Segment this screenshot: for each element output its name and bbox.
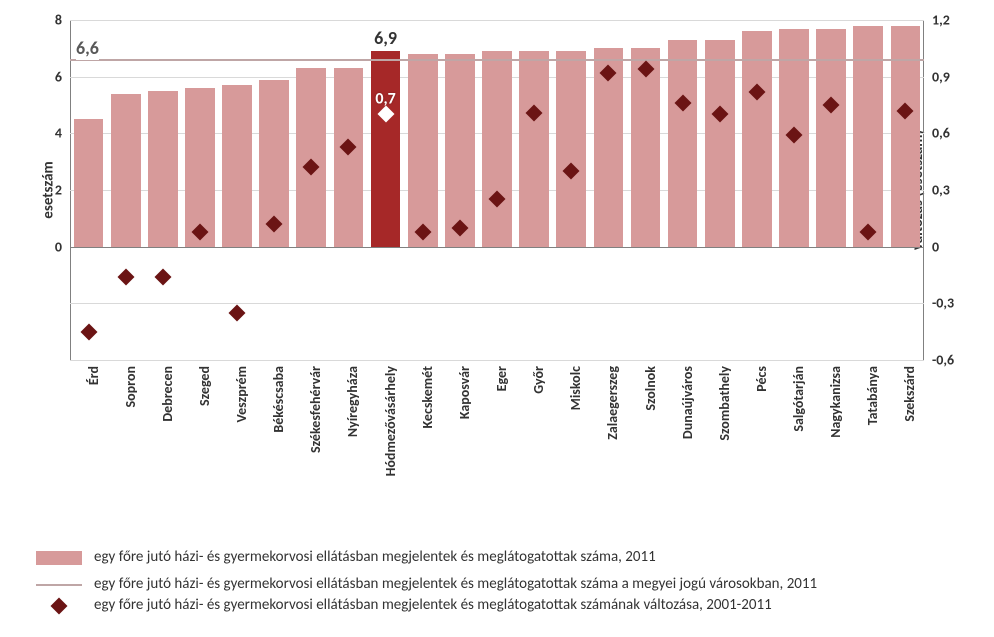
category-label: Győr <box>530 338 547 366</box>
category-label: Kaposvár <box>456 313 473 366</box>
category-label: Dunaújváros <box>679 293 696 366</box>
category-label: Sopron <box>122 324 139 366</box>
legend-item-line: egy főre jutó házi- és gyermekorvosi ell… <box>36 575 958 594</box>
bar-slot <box>181 20 218 360</box>
bar <box>705 40 735 247</box>
bar <box>742 31 772 246</box>
bar <box>556 51 586 247</box>
legend-text-bars: egy főre jutó házi- és gyermekorvosi ell… <box>94 548 958 567</box>
bar <box>222 85 252 247</box>
bar <box>296 68 326 247</box>
bar <box>74 119 104 247</box>
category-label: Szekszárd <box>901 310 918 366</box>
category-label: Szolnok <box>642 321 659 366</box>
legend-swatch-line <box>36 584 82 586</box>
reference-line-label: 6,6 <box>76 37 99 60</box>
left-axis-tick: 2 <box>55 182 70 199</box>
bar-slot <box>107 20 144 360</box>
chart-container: esetszám változás (esetszám) -0,6-0,300,… <box>0 20 994 614</box>
bar-slot <box>738 20 775 360</box>
category-label: Szeged <box>196 326 213 366</box>
bar <box>482 51 512 247</box>
right-axis-tick: 0 <box>924 238 939 255</box>
category-label: Miskolc <box>567 322 584 366</box>
right-axis-tick: -0,6 <box>924 352 954 369</box>
category-axis: ÉrdSopronDebrecenSzegedVeszprémBékéscsab… <box>70 360 924 530</box>
category-label: Nyíregyháza <box>344 295 361 366</box>
left-axis-tick: 4 <box>55 125 70 142</box>
bar <box>631 48 661 246</box>
category-label: Érd <box>85 347 102 366</box>
legend-item-diamond: egy főre jutó házi- és gyermekorvosi ell… <box>36 596 958 615</box>
category-label: Zalaegerszeg <box>604 292 621 366</box>
left-axis-tick: 8 <box>55 12 70 29</box>
category-label: Békéscsaba <box>270 299 287 366</box>
bar <box>816 29 846 247</box>
right-axis-tick: 0,3 <box>924 182 950 199</box>
bar-slot <box>144 20 181 360</box>
bar-slot <box>553 20 590 360</box>
bar-value-label: 6,9 <box>374 27 397 49</box>
category-label: Hódmezővásárhely <box>382 256 399 366</box>
category-label: Szombathely <box>716 291 733 366</box>
legend-item-bars: egy főre jutó házi- és gyermekorvosi ell… <box>36 548 958 567</box>
category-label: Pécs <box>753 340 770 366</box>
right-axis-tick: 0,6 <box>924 125 950 142</box>
legend-text-line: egy főre jutó házi- és gyermekorvosi ell… <box>94 575 958 594</box>
left-axis-tick: 0 <box>55 238 70 255</box>
left-axis-tick: 6 <box>55 68 70 85</box>
bar-slot <box>70 20 107 360</box>
right-axis-tick: -0,3 <box>924 295 954 312</box>
bar-highlight <box>371 51 401 247</box>
bar <box>408 54 438 247</box>
bar <box>111 94 141 247</box>
reference-line <box>70 59 924 61</box>
bar <box>148 91 178 247</box>
bar <box>668 40 698 247</box>
bar <box>519 51 549 247</box>
right-axis-tick: 1,2 <box>924 12 950 29</box>
right-axis-tick: 0,9 <box>924 68 950 85</box>
category-label: Nagykanizsa <box>827 294 844 366</box>
category-label: Debrecen <box>159 310 176 366</box>
bar-slot <box>441 20 478 360</box>
bar-slot <box>516 20 553 360</box>
legend-swatch-diamond <box>36 599 82 613</box>
bar <box>334 68 364 247</box>
category-label: Veszprém <box>233 310 250 366</box>
legend: egy főre jutó házi- és gyermekorvosi ell… <box>36 548 958 614</box>
bar-slot <box>887 20 924 360</box>
category-label: Eger <box>493 341 510 366</box>
legend-swatch-bar <box>36 551 82 565</box>
category-label: Tatabánya <box>864 307 881 366</box>
category-label: Székesfehérvár <box>307 279 324 366</box>
bar <box>445 54 475 247</box>
category-label: Salgótarján <box>790 300 807 366</box>
legend-text-diamond: egy főre jutó házi- és gyermekorvosi ell… <box>94 596 958 615</box>
diamond-value-label: 0,7 <box>375 90 395 109</box>
category-label: Kecskemét <box>419 304 436 366</box>
